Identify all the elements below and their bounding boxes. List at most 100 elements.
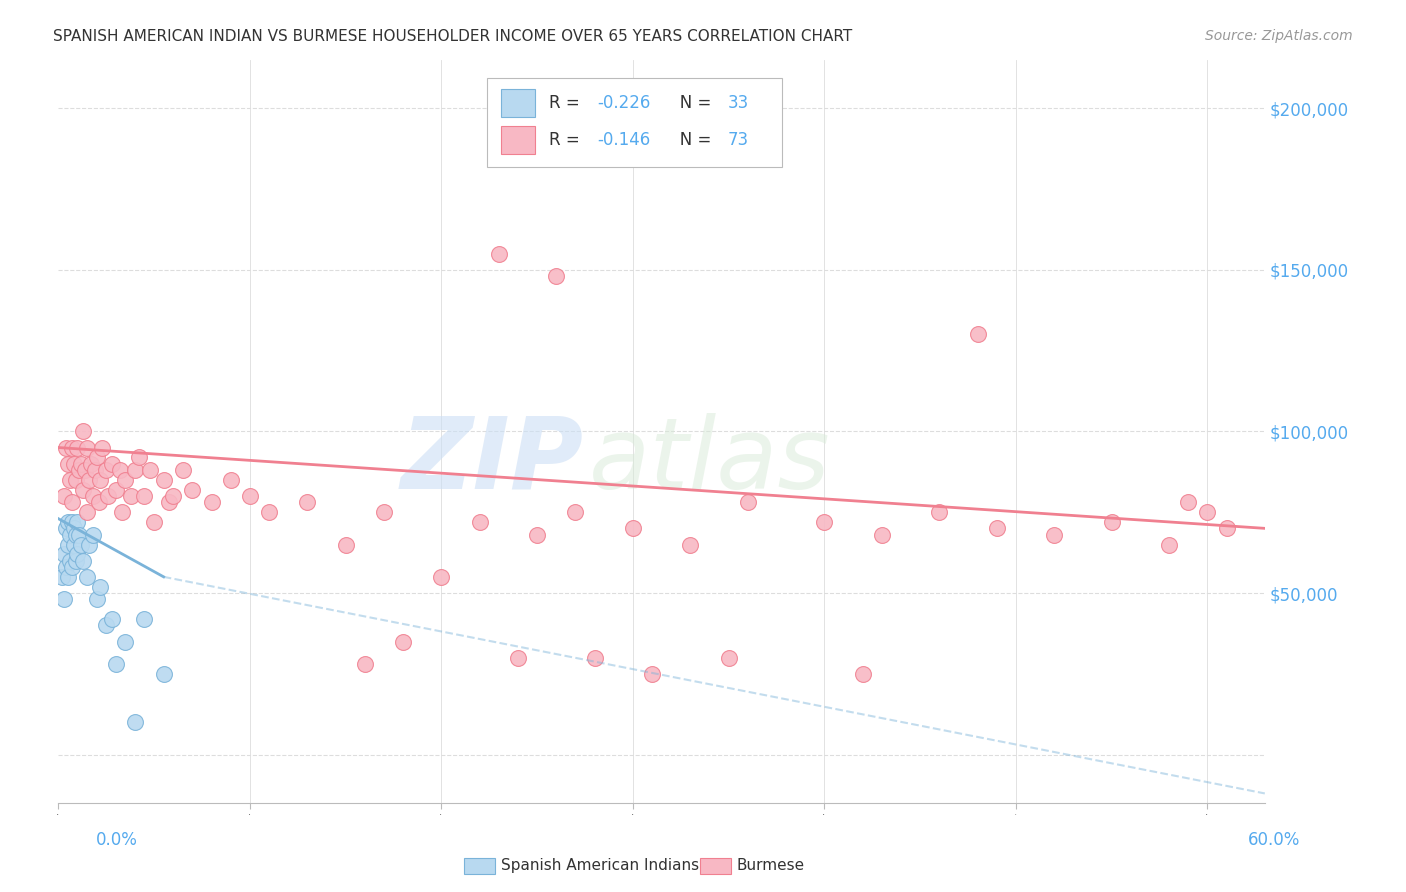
Point [66,547,89,561]
Point [564,505,586,519]
Point [70,537,93,551]
Text: Spanish American Indians: Spanish American Indians [501,858,699,872]
Point [60,515,83,529]
Point [526,528,548,542]
Text: 33: 33 [728,94,749,112]
Point [162,489,184,503]
Point [80,457,103,471]
FancyBboxPatch shape [501,88,534,117]
Text: R =: R = [550,94,585,112]
Point [89,580,111,594]
Point [82,489,104,503]
Point [108,463,131,477]
Point [55,521,77,535]
Text: -0.146: -0.146 [598,131,651,149]
Point [56,570,79,584]
Point [104,483,127,497]
Point [66,441,89,455]
Point [392,634,415,648]
Point [1157,537,1180,551]
Text: 60.0%: 60.0% [1249,831,1301,849]
Point [96,463,118,477]
Point [1177,495,1199,509]
Point [104,657,127,672]
Point [488,246,510,260]
Point [110,505,132,519]
Point [77,473,100,487]
Point [65,528,87,542]
Point [852,666,875,681]
Point [986,521,1008,535]
Point [56,457,79,471]
Point [134,489,156,503]
Point [76,570,98,584]
Point [621,521,644,535]
Point [51,570,73,584]
FancyBboxPatch shape [501,126,534,154]
Point [53,547,76,561]
Point [76,505,98,519]
Point [737,495,759,509]
Point [679,537,702,551]
Point [172,463,194,477]
Point [62,457,84,471]
Point [239,489,262,503]
Text: 73: 73 [728,131,749,149]
Point [181,483,204,497]
Point [335,537,357,551]
Point [468,515,491,529]
Point [62,521,84,535]
Text: ZIP: ZIP [401,413,583,509]
Point [1215,521,1237,535]
Point [70,457,93,471]
Point [813,515,835,529]
Point [583,650,606,665]
Point [257,505,280,519]
Point [77,537,100,551]
Point [870,528,893,542]
Point [76,441,98,455]
Point [966,327,988,342]
Point [67,463,90,477]
Point [87,495,110,509]
Point [101,457,124,471]
Point [65,554,87,568]
Point [60,441,83,455]
Point [1101,515,1123,529]
Point [373,505,395,519]
Point [120,489,142,503]
Point [101,612,124,626]
Point [89,473,111,487]
Point [96,618,118,632]
Text: atlas: atlas [589,413,831,509]
Text: 0.0%: 0.0% [96,831,138,849]
Point [157,495,180,509]
Point [128,450,150,465]
Point [139,463,162,477]
Text: Source: ZipAtlas.com: Source: ZipAtlas.com [1205,29,1353,43]
Text: R =: R = [550,131,585,149]
Point [66,515,89,529]
Point [55,441,77,455]
Point [59,528,82,542]
Point [53,489,76,503]
Point [430,570,453,584]
Point [97,489,120,503]
Point [114,473,136,487]
Point [60,495,83,509]
Point [353,657,375,672]
Point [152,473,174,487]
Point [65,473,87,487]
Point [72,554,94,568]
Point [928,505,950,519]
Text: -0.226: -0.226 [598,94,651,112]
Point [1043,528,1066,542]
Point [82,528,104,542]
Point [1197,505,1219,519]
Point [53,592,76,607]
Text: N =: N = [664,131,717,149]
Point [219,473,242,487]
Point [67,528,90,542]
Point [55,560,77,574]
Point [200,495,222,509]
